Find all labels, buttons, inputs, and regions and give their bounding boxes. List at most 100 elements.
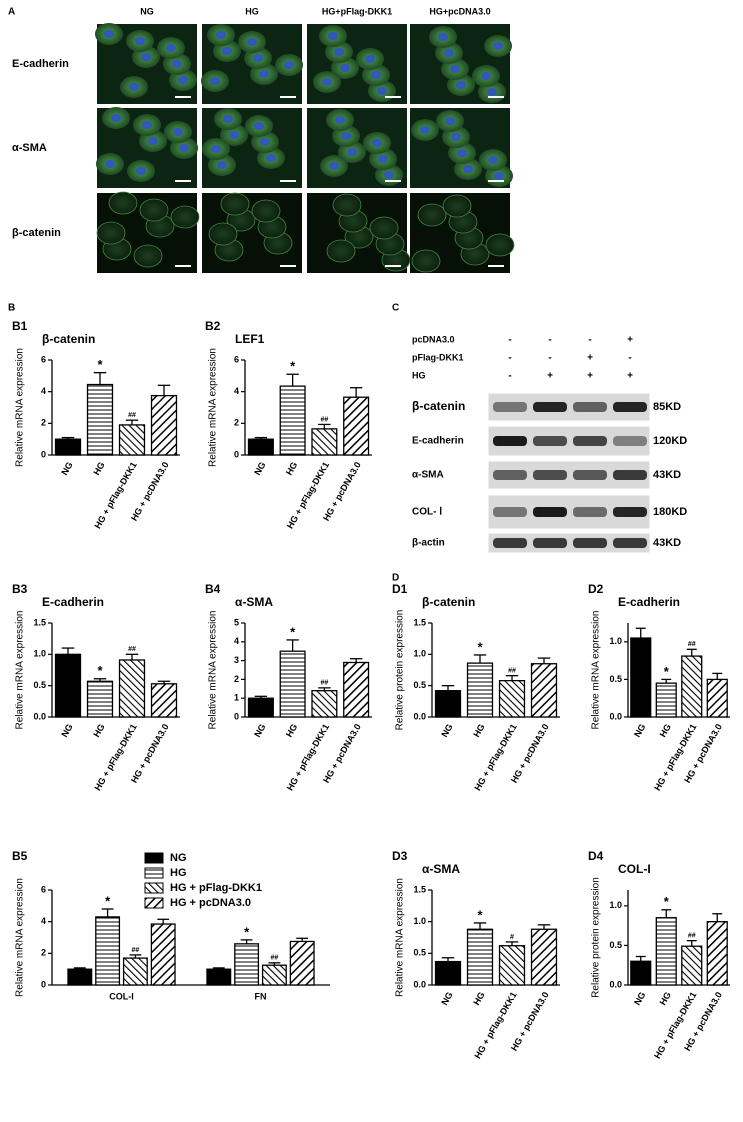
bar	[122, 957, 148, 986]
blot-band	[613, 507, 647, 517]
nucleus	[247, 38, 257, 46]
blot-band	[533, 402, 567, 412]
y-tick-label: 2	[234, 418, 239, 428]
y-tick-label: 0.5	[33, 680, 46, 690]
blot-band	[613, 470, 647, 480]
y-tick-label: 0	[234, 711, 239, 721]
y-tick-label: 0.0	[609, 979, 622, 989]
micrograph	[202, 192, 302, 273]
blot-band	[493, 436, 527, 446]
y-tick-label: 1.0	[413, 916, 426, 926]
bar	[279, 650, 306, 718]
panel-label: D3	[392, 849, 408, 863]
bar	[343, 396, 370, 456]
nucleus	[222, 47, 232, 55]
significance-mark: ##	[271, 955, 279, 962]
nucleus	[142, 121, 152, 129]
y-tick-label: 0.5	[609, 940, 622, 950]
cell	[411, 249, 441, 273]
x-tick-label: COL-I	[109, 991, 134, 1001]
significance-mark: #	[510, 934, 514, 941]
x-tick-label: HG	[91, 722, 106, 739]
y-axis-label: Relative mRNA expression	[208, 348, 219, 467]
nucleus	[488, 156, 498, 164]
legend-label: HG + pcDNA3.0	[170, 897, 251, 909]
y-tick-label: 0	[41, 979, 46, 989]
y-tick-label: 1.0	[609, 900, 622, 910]
micrograph	[96, 191, 200, 273]
bar	[54, 653, 82, 718]
y-tick-label: 3	[234, 655, 239, 665]
nucleus	[335, 116, 345, 124]
nucleus	[210, 77, 220, 85]
cell	[332, 193, 362, 217]
y-tick-label: 1.5	[413, 617, 426, 627]
x-tick-label: NG	[252, 460, 267, 477]
nucleus	[493, 42, 503, 50]
bar	[681, 945, 703, 986]
condition-sign: -	[508, 353, 511, 364]
column-header: HG+pFlag-DKK1	[322, 6, 392, 16]
micrograph	[410, 24, 512, 104]
bar	[150, 923, 176, 986]
column-header: NG	[140, 6, 154, 16]
panel-label: D	[392, 573, 399, 584]
nucleus	[148, 137, 158, 145]
bar	[118, 659, 146, 718]
y-tick-label: 0.5	[609, 674, 622, 684]
nucleus	[322, 78, 332, 86]
significance-mark: *	[105, 893, 111, 908]
nucleus	[105, 160, 115, 168]
chart-title: E-cadherin	[42, 595, 104, 609]
y-tick-label: 0.0	[33, 711, 46, 721]
y-axis-label: Relative mRNA expression	[208, 611, 219, 730]
micrograph	[307, 24, 407, 104]
y-axis-label: Relative mRNA expression	[15, 611, 26, 730]
nucleus	[384, 171, 394, 179]
bar	[247, 438, 274, 456]
y-tick-label: 1.0	[609, 636, 622, 646]
nucleus	[266, 154, 276, 162]
condition-sign: +	[587, 371, 593, 382]
micrograph	[307, 193, 411, 273]
cell	[417, 203, 447, 227]
nucleus	[451, 133, 461, 141]
bar	[234, 943, 260, 986]
nucleus	[259, 70, 269, 78]
panel-label: C	[392, 303, 399, 314]
bar	[706, 678, 728, 718]
condition-label: pcDNA3.0	[412, 334, 455, 344]
significance-mark: ##	[320, 680, 328, 687]
bar	[434, 690, 462, 718]
y-tick-label: 5	[234, 617, 239, 627]
legend-swatch	[144, 852, 164, 864]
nucleus	[111, 114, 121, 122]
cell	[485, 233, 515, 257]
nucleus	[438, 33, 448, 41]
column-header: HG	[245, 6, 259, 16]
y-axis-label: Relative protein expression	[591, 877, 602, 998]
nucleus	[179, 144, 189, 152]
chart-title: α-SMA	[235, 595, 273, 609]
significance-mark: ##	[508, 667, 516, 674]
nucleus	[135, 37, 145, 45]
cell	[251, 199, 281, 223]
nucleus	[129, 83, 139, 91]
blot-band	[573, 538, 607, 548]
nucleus	[334, 48, 344, 56]
x-tick-label: NG	[632, 990, 647, 1007]
panel-label: B2	[205, 319, 221, 333]
nucleus	[166, 44, 176, 52]
y-tick-label: 4	[234, 636, 239, 646]
column-header: HG+pcDNA3.0	[429, 6, 490, 16]
bar	[655, 917, 677, 986]
panel-label: A	[8, 7, 15, 18]
cell	[170, 205, 200, 229]
bar	[530, 663, 558, 718]
y-tick-label: 1.0	[413, 649, 426, 659]
bar	[150, 394, 178, 456]
nucleus	[223, 115, 233, 123]
bar	[54, 438, 82, 456]
blot-band	[613, 538, 647, 548]
